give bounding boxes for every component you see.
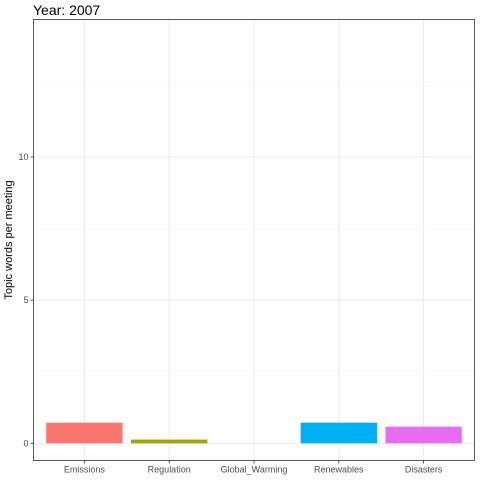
y-tick-label: 10 — [18, 152, 28, 162]
y-tick-label: 5 — [23, 295, 28, 305]
x-tick-label: Regulation — [148, 465, 191, 475]
bar-renewables — [300, 422, 377, 444]
x-axis-ticks: Emissions Regulation Global_Warming Renewab… — [64, 460, 443, 475]
bar-disasters — [385, 426, 462, 444]
grid-lines — [33, 19, 475, 461]
bar-regulation — [131, 439, 208, 444]
bars — [46, 422, 462, 444]
chart-title: Year: 2007 — [33, 2, 101, 18]
y-tick-label: 0 — [23, 438, 28, 448]
x-tick-label: Disasters — [405, 465, 443, 475]
x-tick-label: Emissions — [64, 465, 106, 475]
y-axis-title: Topic words per meeting — [3, 180, 15, 299]
x-tick-label: Renewables — [314, 465, 364, 475]
y-axis-ticks: 0 5 10 — [18, 152, 34, 448]
x-tick-label: Global_Warming — [221, 465, 288, 475]
bar-emissions — [46, 422, 123, 444]
